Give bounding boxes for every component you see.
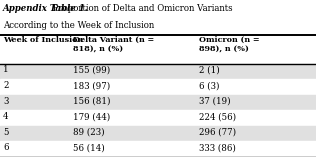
Text: 5: 5 (3, 128, 9, 137)
Text: 296 (77): 296 (77) (199, 128, 236, 137)
Text: 89 (23): 89 (23) (73, 128, 104, 137)
Text: According to the Week of Inclusion: According to the Week of Inclusion (3, 21, 155, 30)
Bar (0, 35, 316, 64)
Text: 1: 1 (3, 65, 9, 74)
Bar (0, 126, 316, 141)
Text: 6 (3): 6 (3) (199, 81, 220, 90)
Text: 2: 2 (3, 81, 9, 90)
Text: Delta Variant (n =
818), n (%): Delta Variant (n = 818), n (%) (73, 36, 154, 53)
Text: 4: 4 (3, 112, 9, 121)
Text: 56 (14): 56 (14) (73, 143, 104, 152)
Text: Omicron (n =
898), n (%): Omicron (n = 898), n (%) (199, 36, 260, 53)
Text: 155 (99): 155 (99) (73, 65, 110, 74)
Bar (0, 95, 316, 110)
Text: 3: 3 (3, 97, 9, 106)
Text: 6: 6 (3, 143, 9, 152)
Text: 333 (86): 333 (86) (199, 143, 236, 152)
Text: 37 (19): 37 (19) (199, 97, 231, 106)
Text: 183 (97): 183 (97) (73, 81, 110, 90)
Text: 224 (56): 224 (56) (199, 112, 236, 121)
Bar (0, 141, 316, 157)
Text: Proportion of Delta and Omicron Variants: Proportion of Delta and Omicron Variants (50, 4, 233, 13)
Bar (0, 110, 316, 126)
Text: Appendix Table 1.: Appendix Table 1. (3, 4, 89, 13)
Text: 156 (81): 156 (81) (73, 97, 110, 106)
Text: 179 (44): 179 (44) (73, 112, 110, 121)
Bar (0, 79, 316, 95)
Bar (0, 64, 316, 79)
Bar (0, 0, 316, 35)
Text: 2 (1): 2 (1) (199, 65, 220, 74)
Text: Week of Inclusion: Week of Inclusion (3, 36, 83, 44)
